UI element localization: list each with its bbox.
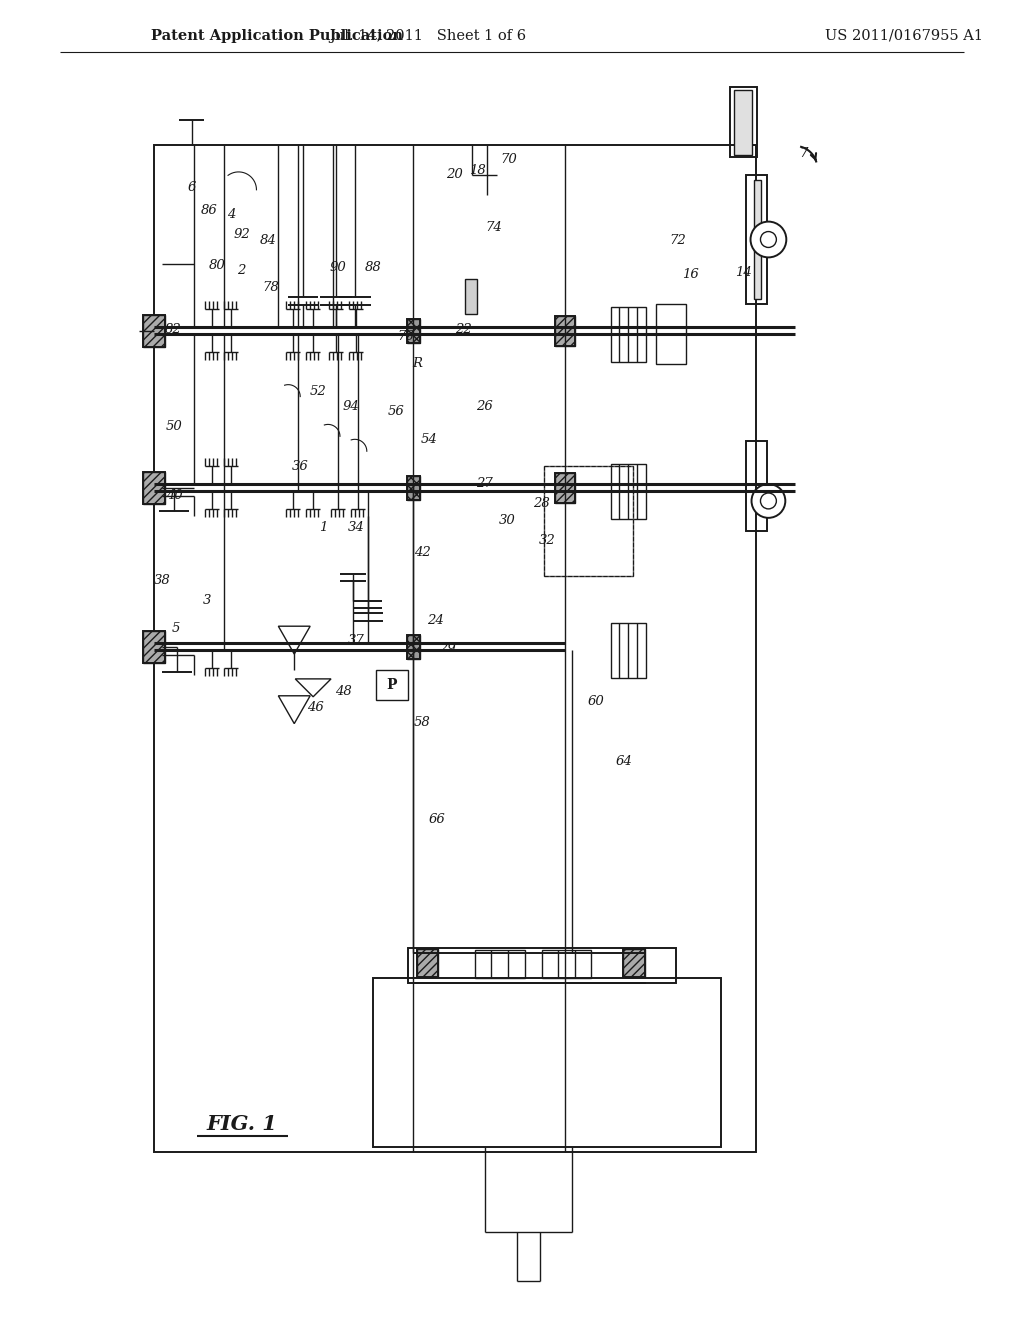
Text: 46: 46 (307, 701, 324, 714)
Text: 1: 1 (318, 521, 328, 535)
Text: 70: 70 (501, 153, 517, 166)
Bar (542, 950, 592, 978)
Bar (745, 441, 767, 531)
Bar (407, 635, 420, 659)
Text: R: R (413, 358, 423, 371)
Bar (407, 477, 420, 500)
Text: 48: 48 (335, 685, 351, 698)
Bar (656, 304, 686, 364)
Text: 6: 6 (187, 181, 196, 194)
Text: 5: 5 (172, 622, 180, 635)
Text: FIG. 1: FIG. 1 (206, 1114, 276, 1134)
Text: 30: 30 (499, 515, 515, 527)
Text: P: P (386, 678, 397, 692)
Bar (373, 978, 721, 1147)
Text: 78: 78 (262, 281, 279, 294)
Text: 64: 64 (615, 755, 633, 768)
Text: 27: 27 (476, 477, 493, 490)
Bar (611, 623, 646, 678)
Text: 66: 66 (429, 813, 445, 825)
Text: 36: 36 (292, 459, 308, 473)
Bar (407, 319, 420, 343)
Text: 90: 90 (330, 261, 346, 273)
Text: 16: 16 (683, 268, 699, 281)
Text: 52: 52 (309, 385, 327, 399)
Text: 4: 4 (227, 209, 236, 222)
Bar (624, 949, 645, 977)
Bar (475, 950, 525, 978)
Bar (143, 473, 165, 504)
Text: 28: 28 (534, 498, 550, 511)
Text: 54: 54 (421, 433, 438, 446)
Text: 86: 86 (201, 205, 217, 218)
Text: 34: 34 (347, 521, 365, 535)
Text: 84: 84 (260, 234, 276, 247)
Bar (143, 315, 165, 347)
Bar (555, 473, 574, 503)
Bar (376, 671, 408, 700)
Text: 7: 7 (799, 147, 807, 160)
Text: 20: 20 (445, 169, 463, 181)
Bar (407, 635, 420, 659)
Bar (154, 145, 756, 1152)
Bar (555, 473, 574, 503)
Bar (143, 315, 165, 347)
Bar (407, 319, 420, 343)
Polygon shape (279, 696, 310, 723)
Text: 58: 58 (414, 717, 431, 729)
Polygon shape (279, 626, 310, 653)
Bar (555, 315, 574, 346)
Bar (408, 948, 676, 983)
Bar (143, 631, 165, 663)
Circle shape (761, 231, 776, 247)
Text: 22: 22 (455, 323, 472, 337)
Text: 42: 42 (414, 546, 431, 560)
Bar (730, 87, 758, 157)
Text: 14: 14 (735, 265, 752, 279)
Circle shape (761, 492, 776, 510)
Bar (754, 180, 762, 300)
Text: 40: 40 (166, 490, 182, 503)
Text: 72: 72 (670, 234, 686, 247)
Bar (407, 477, 420, 500)
Text: 74: 74 (485, 220, 503, 234)
Text: 26: 26 (476, 400, 493, 413)
Text: 29: 29 (439, 642, 456, 655)
Text: Jul. 14, 2011   Sheet 1 of 6: Jul. 14, 2011 Sheet 1 of 6 (329, 29, 526, 42)
Text: US 2011/0167955 A1: US 2011/0167955 A1 (825, 29, 983, 42)
Text: 92: 92 (233, 228, 250, 242)
Text: 80: 80 (208, 259, 225, 272)
Bar (624, 949, 645, 977)
Text: 82: 82 (165, 323, 181, 337)
Text: 37: 37 (347, 634, 365, 647)
Bar (733, 90, 752, 154)
Text: 38: 38 (154, 574, 170, 587)
Bar (143, 631, 165, 663)
Text: 94: 94 (343, 400, 359, 413)
Text: 3: 3 (203, 594, 211, 607)
Bar (465, 280, 477, 314)
Bar (417, 949, 438, 977)
Bar (555, 315, 574, 346)
Text: 32: 32 (539, 535, 555, 548)
Text: 56: 56 (387, 405, 404, 418)
Bar (611, 308, 646, 362)
Circle shape (751, 222, 786, 257)
Bar (611, 465, 646, 519)
Bar (544, 466, 633, 576)
Text: 88: 88 (365, 261, 381, 273)
Text: 24: 24 (427, 614, 443, 627)
Text: 50: 50 (166, 420, 182, 433)
Text: 76: 76 (397, 330, 414, 343)
Text: 18: 18 (469, 165, 485, 177)
Text: 2: 2 (238, 264, 246, 277)
Bar (417, 949, 438, 977)
Polygon shape (295, 678, 331, 697)
Circle shape (752, 484, 785, 517)
Bar (745, 174, 767, 304)
Text: Patent Application Publication: Patent Application Publication (152, 29, 403, 42)
Text: 60: 60 (588, 696, 605, 709)
Bar (143, 473, 165, 504)
